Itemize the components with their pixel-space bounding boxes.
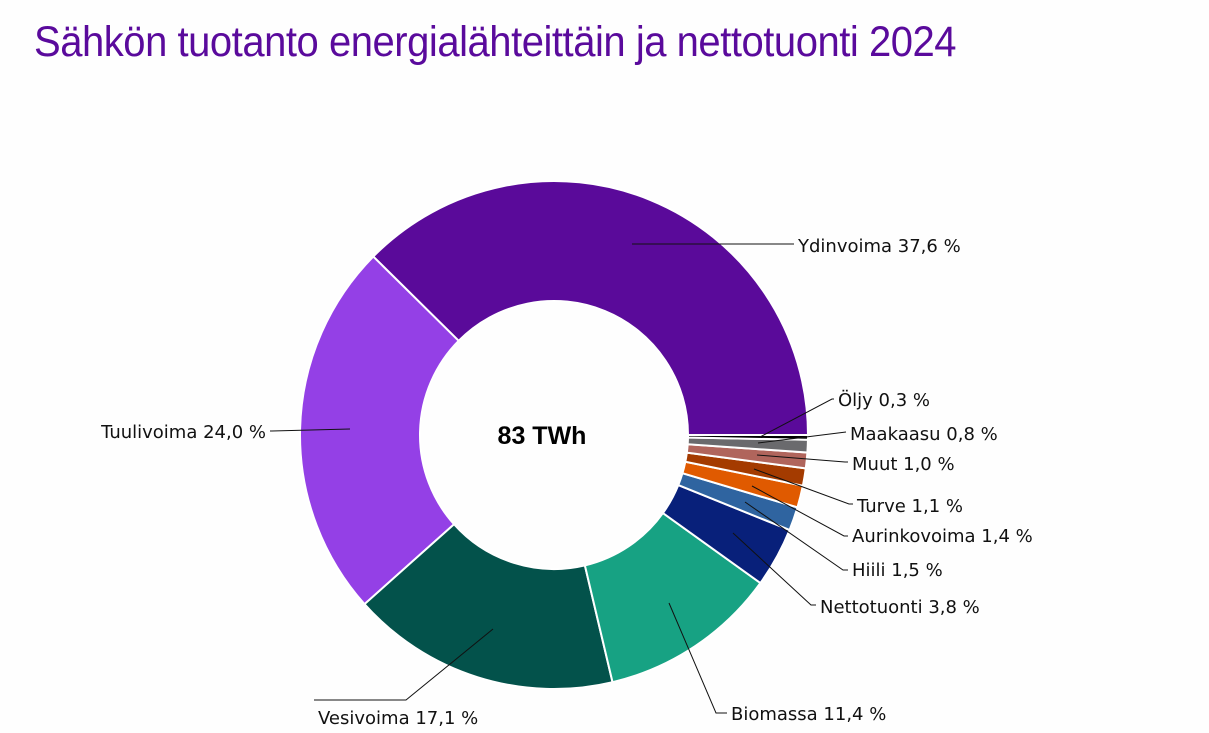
donut-slices	[299, 180, 810, 690]
data-label-vesivoima: Vesivoima 17,1 %	[318, 708, 478, 729]
data-labels: Ydinvoima 37,6 % Tuulivoima 24,0 % Vesivoi…	[100, 236, 1033, 729]
data-label-nettotuonti: Nettotuonti 3,8 %	[820, 597, 980, 618]
leader-line-nettotuonti	[732, 532, 816, 606]
data-label-turve: Turve 1,1 %	[856, 496, 963, 517]
leader-line-aurinkovoima	[751, 485, 848, 537]
leader-line-muut	[756, 454, 848, 463]
slice-tuulivoima	[299, 255, 461, 606]
leader-line-turve	[753, 468, 853, 505]
center-total-label: 83 TWh	[498, 422, 587, 450]
slice-ydinvoima	[371, 180, 810, 436]
data-label-hiili: Hiili 1,5 %	[852, 560, 943, 581]
data-label-öljy: Öljy 0,3 %	[838, 389, 930, 411]
data-label-tuulivoima: Tuulivoima 24,0 %	[100, 422, 266, 443]
leader-line-biomassa	[668, 602, 727, 714]
leader-line-tuulivoima	[270, 428, 351, 432]
slice-öljy	[686, 434, 810, 441]
data-label-ydinvoima: Ydinvoima 37,6 %	[797, 236, 961, 257]
data-label-aurinkovoima: Aurinkovoima 1,4 %	[852, 526, 1033, 547]
slice-vesivoima	[363, 522, 614, 690]
chart-title: Sähkön tuotanto energialähteittäin ja ne…	[34, 18, 957, 66]
leader-lines	[270, 243, 853, 714]
leader-line-hiili	[744, 501, 848, 571]
data-label-maakaasu: Maakaasu 0,8 %	[850, 424, 998, 445]
leader-line-vesivoima	[314, 628, 494, 701]
data-label-muut: Muut 1,0 %	[852, 454, 955, 475]
leader-line-maakaasu	[757, 431, 847, 444]
leader-line-öljy	[759, 398, 834, 438]
data-label-biomassa: Biomassa 11,4 %	[731, 704, 886, 725]
